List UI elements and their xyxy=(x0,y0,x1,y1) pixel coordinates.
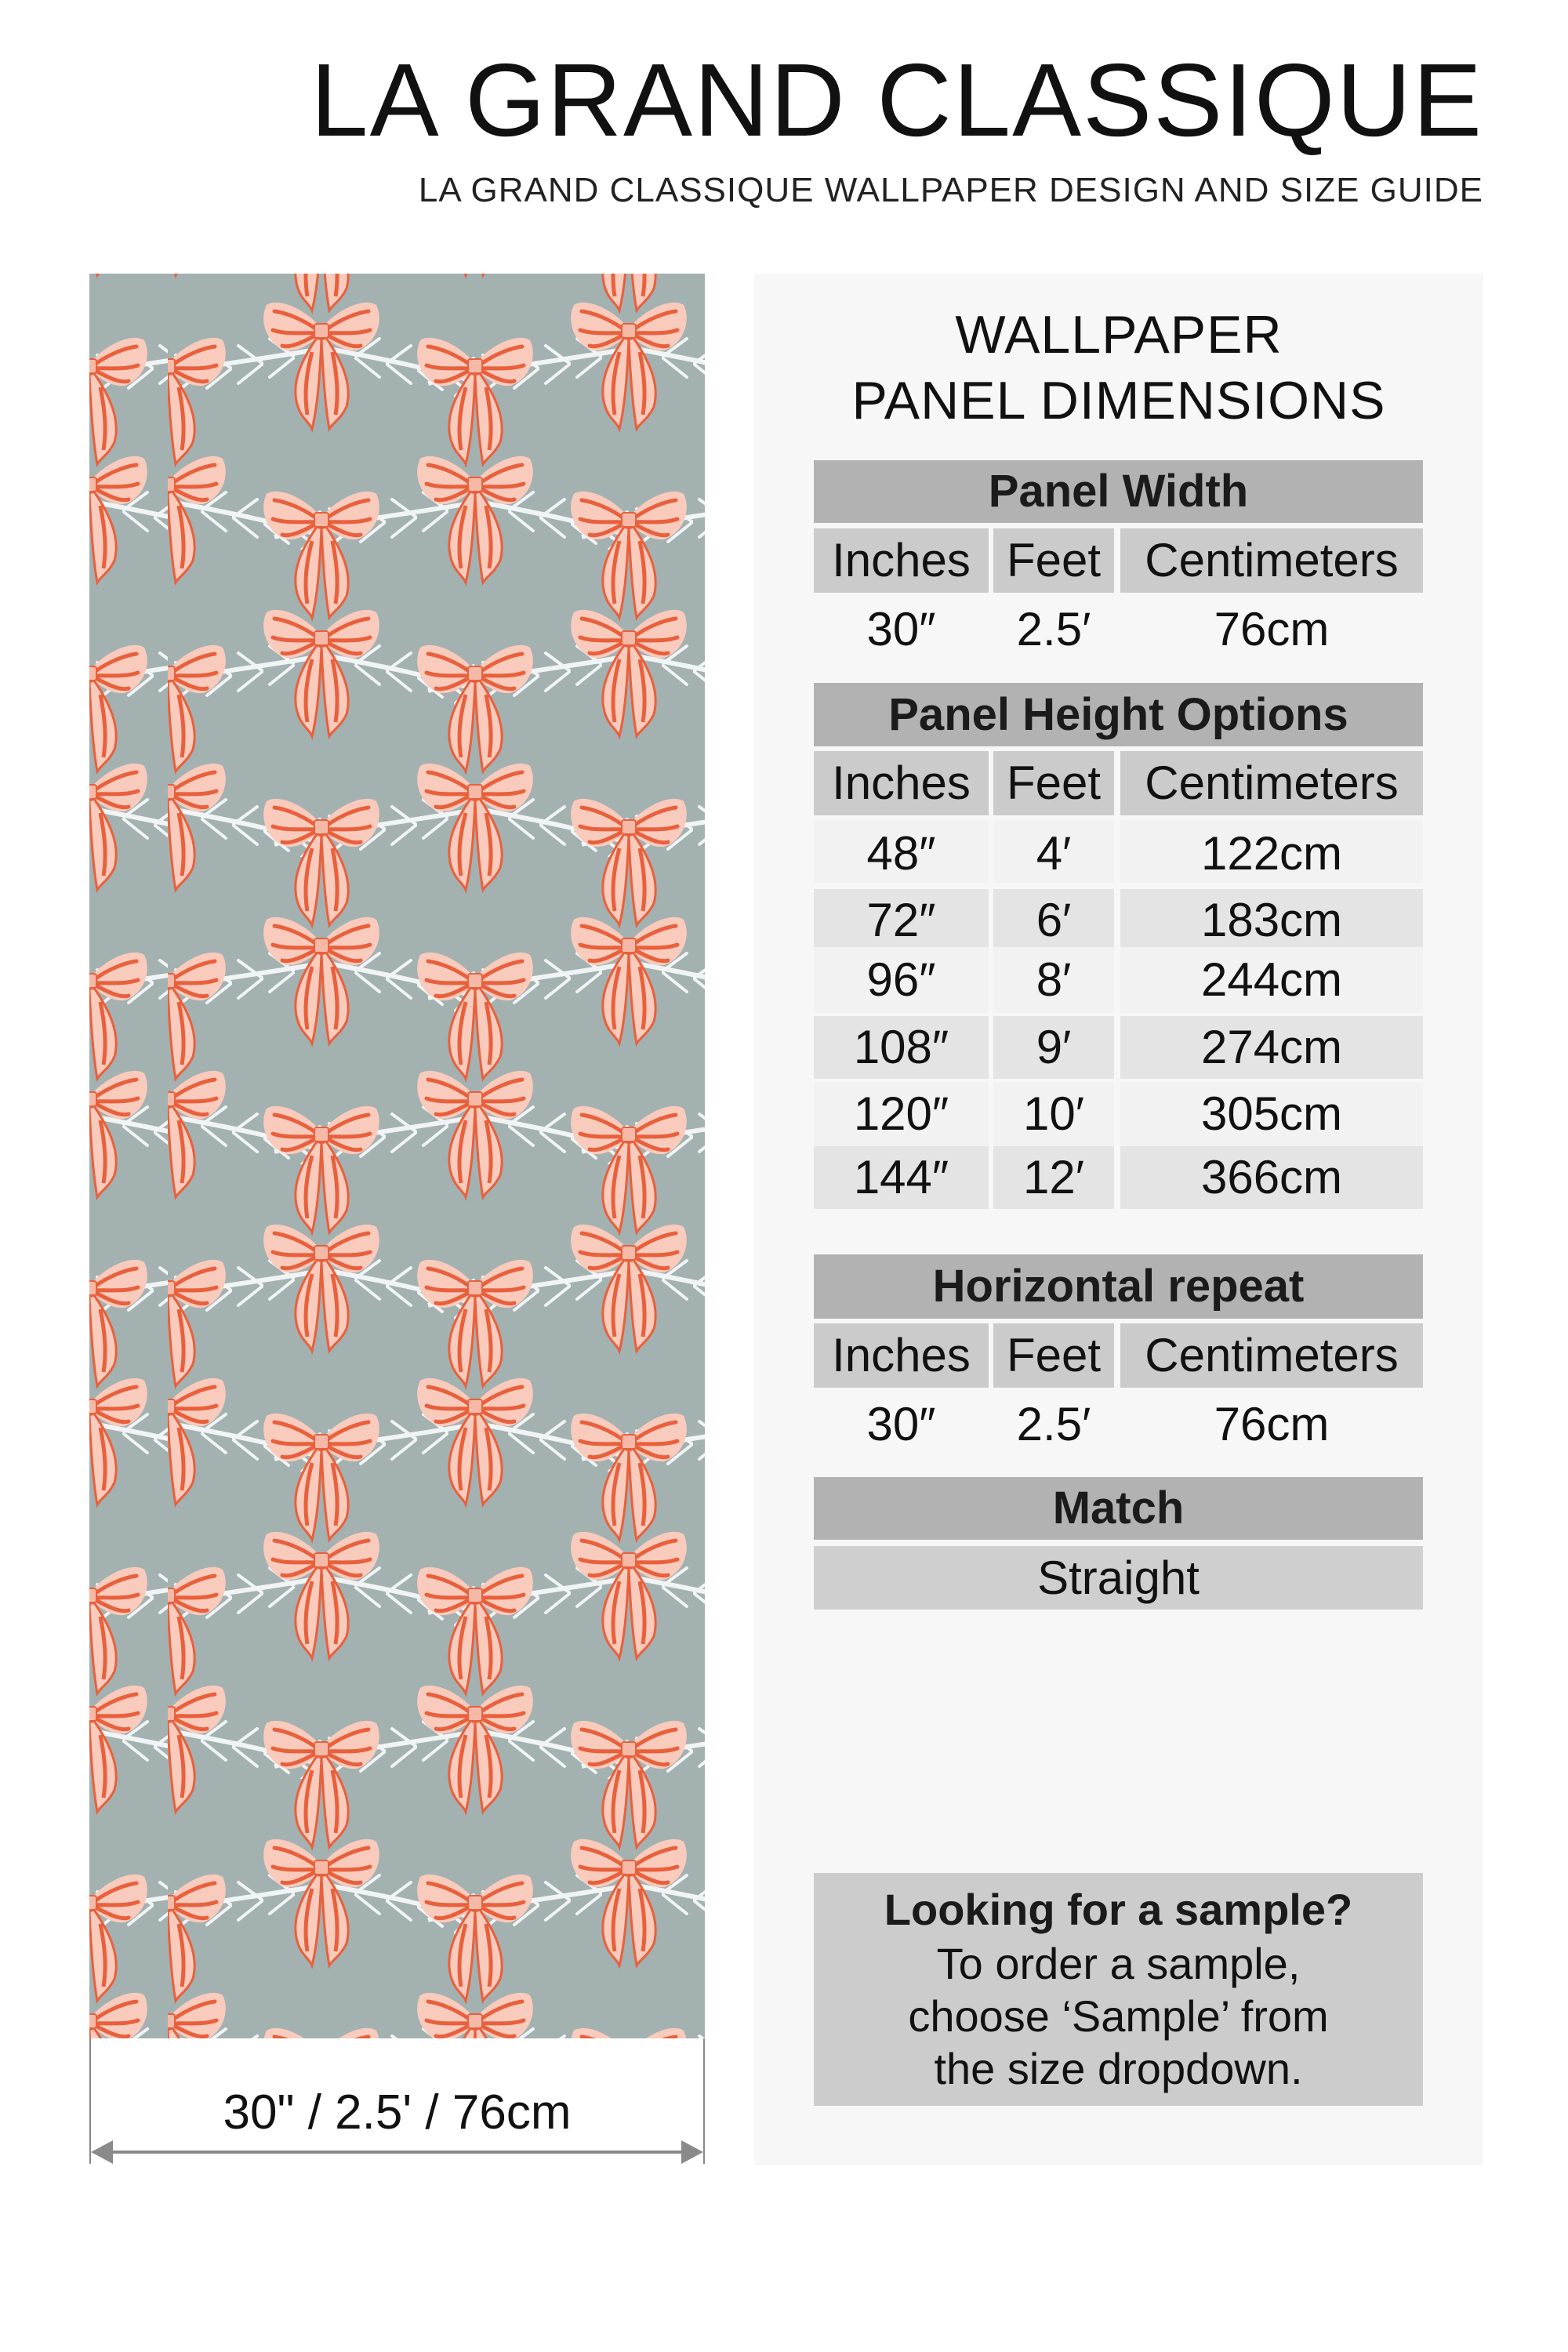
match-value: Straight xyxy=(814,1546,1423,1610)
height-inches: 48″ xyxy=(814,820,989,883)
height-inches: 144″ xyxy=(814,1146,989,1209)
panel-width-header: Panel Width xyxy=(814,460,1423,523)
table-row: 144″ 12′ 366cm xyxy=(814,1146,1423,1209)
width-centimeters: 76cm xyxy=(1214,603,1330,655)
horizontal-repeat-header: Horizontal repeat xyxy=(814,1254,1423,1319)
height-feet: 4′ xyxy=(993,820,1114,883)
sample-text-line: To order a sample, xyxy=(936,1939,1301,1988)
horizontal-repeat-row: 30″ 2.5′ 76cm xyxy=(814,1393,1423,1456)
column-header-inches: Inches xyxy=(814,1323,989,1388)
panel-width-row: 30″ 2.5′ 76cm xyxy=(814,597,1423,662)
column-header-centimeters: Centimeters xyxy=(1120,751,1423,815)
height-inches: 72″ xyxy=(814,889,989,947)
table-row: 72″ 6′ 183cm xyxy=(814,889,1423,947)
height-feet: 6′ xyxy=(993,889,1114,947)
height-centimeters: 274cm xyxy=(1120,1016,1423,1079)
height-feet: 10′ xyxy=(993,1082,1114,1146)
sample-callout: Looking for a sample? To order a sample,… xyxy=(814,1873,1423,2106)
column-header-inches: Inches xyxy=(814,751,989,815)
panel-width-column-headers: Inches Feet Centimeters xyxy=(814,528,1423,593)
panel-dimensions-heading: WALLPAPER PANEL DIMENSIONS xyxy=(754,302,1483,434)
height-feet: 12′ xyxy=(993,1146,1114,1209)
height-centimeters: 244cm xyxy=(1120,947,1423,1013)
height-centimeters: 122cm xyxy=(1120,820,1423,883)
dimension-area xyxy=(89,2038,705,2165)
column-header-feet: Feet xyxy=(993,528,1114,593)
table-row: 108″ 9′ 274cm xyxy=(814,1016,1423,1079)
match-header: Match xyxy=(814,1477,1423,1540)
panel-height-column-headers: Inches Feet Centimeters xyxy=(814,751,1423,815)
repeat-feet: 2.5′ xyxy=(1016,1398,1091,1450)
column-header-feet: Feet xyxy=(993,751,1114,815)
width-arrow-icon xyxy=(89,2038,705,2164)
table-row: 48″ 4′ 122cm xyxy=(814,820,1423,883)
heading-line-2: PANEL DIMENSIONS xyxy=(851,371,1386,430)
horizontal-repeat-column-headers: Inches Feet Centimeters xyxy=(814,1323,1423,1388)
sample-text-line: choose ‘Sample’ from xyxy=(908,1991,1329,2041)
column-header-feet: Feet xyxy=(993,1323,1114,1388)
height-centimeters: 183cm xyxy=(1120,889,1423,947)
page-subtitle: LA GRAND CLASSIQUE WALLPAPER DESIGN AND … xyxy=(418,171,1483,209)
column-header-inches: Inches xyxy=(814,528,989,593)
table-row: 120″ 10′ 305cm xyxy=(814,1082,1423,1146)
column-header-centimeters: Centimeters xyxy=(1120,1323,1423,1388)
repeat-centimeters: 76cm xyxy=(1214,1398,1330,1450)
heading-line-1: WALLPAPER xyxy=(955,305,1283,365)
panel-height-header: Panel Height Options xyxy=(814,683,1423,746)
width-inches: 30″ xyxy=(866,603,936,655)
height-centimeters: 305cm xyxy=(1120,1082,1423,1146)
brand-title: LA GRAND CLASSIQUE xyxy=(310,42,1483,158)
column-header-centimeters: Centimeters xyxy=(1120,528,1423,593)
sample-text-line: the size dropdown. xyxy=(934,2044,1303,2093)
height-inches: 96″ xyxy=(814,947,989,1013)
height-inches: 120″ xyxy=(814,1082,989,1146)
panel-width-label: 30" / 2.5' / 76cm xyxy=(223,2085,572,2140)
sample-title: Looking for a sample? xyxy=(884,1885,1353,1934)
height-feet: 8′ xyxy=(993,947,1114,1013)
height-feet: 9′ xyxy=(993,1016,1114,1079)
width-feet: 2.5′ xyxy=(1016,603,1091,655)
height-inches: 108″ xyxy=(814,1016,989,1079)
wallpaper-pattern-preview xyxy=(89,274,705,2038)
height-centimeters: 366cm xyxy=(1120,1146,1423,1209)
repeat-inches: 30″ xyxy=(866,1398,936,1450)
table-row: 96″ 8′ 244cm xyxy=(814,947,1423,1013)
